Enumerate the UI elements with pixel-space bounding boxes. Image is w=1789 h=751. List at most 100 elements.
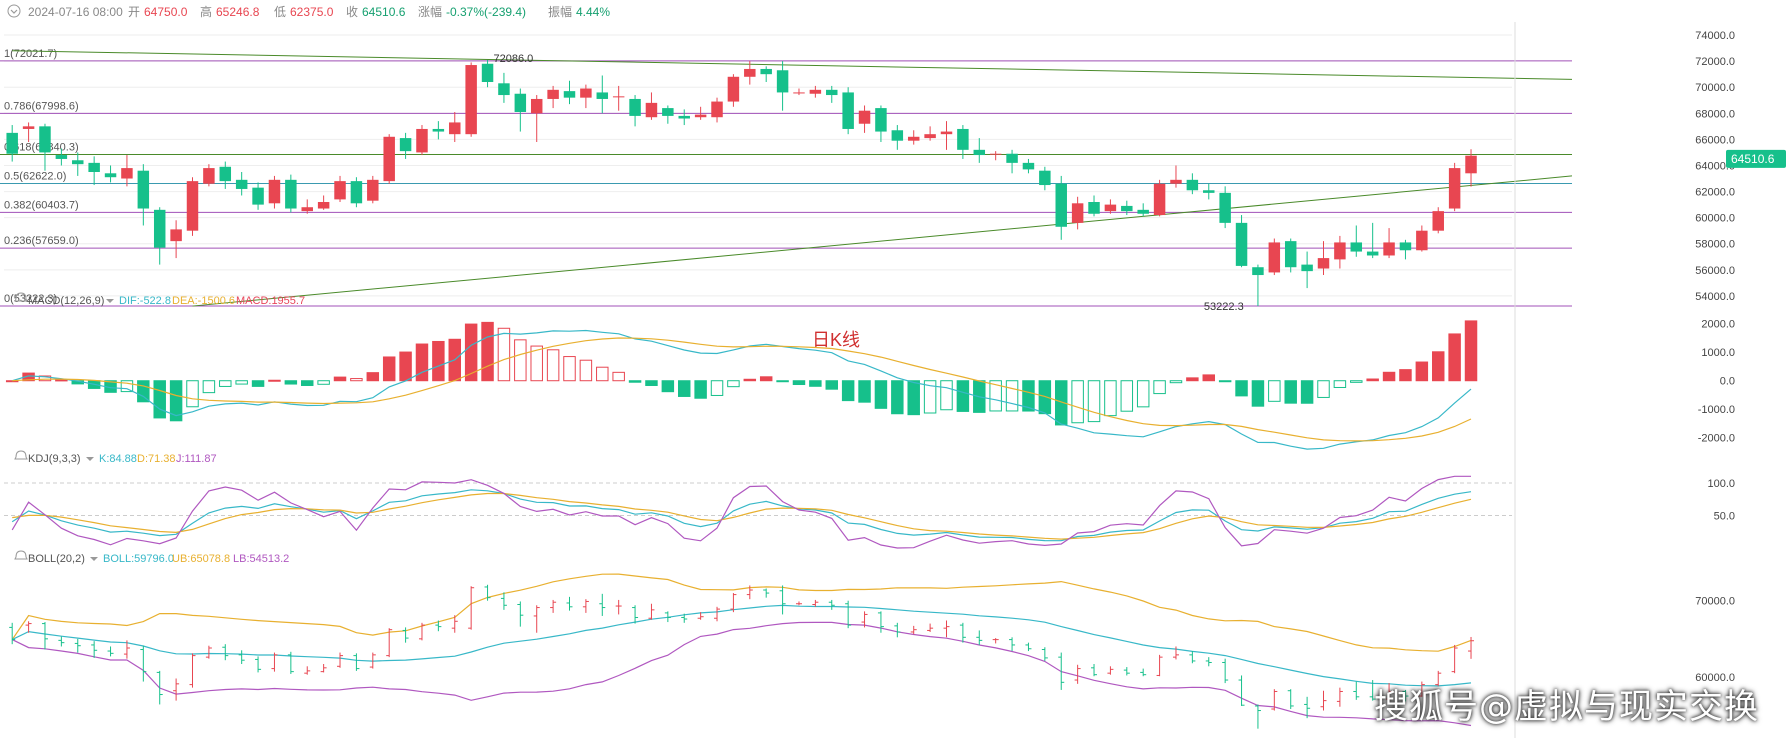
candle-body: [1301, 264, 1313, 272]
candle-body: [711, 101, 723, 118]
boll-title: BOLL(20,2): [28, 553, 85, 565]
macd-bar: [415, 343, 429, 382]
candle-body: [1317, 258, 1330, 269]
macd-bar: [1005, 380, 1019, 412]
d-line: [12, 492, 1472, 540]
candle-body: [645, 102, 658, 118]
macd-bar: [186, 380, 199, 408]
candle-body: [744, 68, 756, 77]
macd-bar: [579, 359, 593, 382]
chevron-down-icon: [10, 9, 18, 14]
macd-bar: [219, 380, 232, 387]
macd-bar: [825, 380, 838, 390]
change-value: -0.37%(-239.4): [446, 5, 526, 19]
candle-body: [449, 122, 461, 135]
ohlc-header: 2024-07-16 08:00 开 64750.0 高 65246.8 低 6…: [7, 4, 610, 19]
dropdown-icon[interactable]: [90, 557, 98, 561]
bell-icon[interactable]: [14, 292, 28, 302]
macd-bar: [1432, 351, 1445, 382]
macd-bar: [268, 379, 281, 382]
macd-bar: [1235, 380, 1248, 397]
candle-body: [1252, 267, 1264, 276]
macd-tick-label: -1000.0: [1698, 404, 1735, 416]
candle-body: [842, 92, 854, 129]
price-tick-label: 72000.0: [1695, 56, 1735, 68]
candle-body: [1153, 183, 1166, 216]
macd-bar: [1268, 380, 1281, 402]
macd-bar: [251, 380, 265, 387]
candles[interactable]: [6, 60, 1477, 307]
macd-bar: [55, 379, 68, 382]
macd-bar: [612, 371, 625, 382]
collapse-icon[interactable]: [7, 4, 21, 18]
bell-icon[interactable]: [14, 550, 28, 560]
macd-bar: [989, 380, 1002, 412]
candle-body: [629, 98, 641, 116]
trendlines: [12, 50, 1573, 307]
d-label: D:71.38: [137, 453, 176, 465]
candle-body: [1186, 179, 1199, 191]
candle-body: [1334, 242, 1346, 260]
macd-bar: [678, 380, 691, 397]
candle-body: [727, 76, 740, 102]
k-label: K:84.88: [99, 453, 137, 465]
macd-bar: [1218, 380, 1232, 383]
macd-bar: [727, 380, 740, 388]
kdj-legend: KDJ(9,3,3) K:84.88 D:71.38 J:111.87: [14, 450, 217, 465]
amp-label: 振幅: [548, 4, 572, 19]
boll-tick-label: 70000.0: [1695, 596, 1735, 608]
bell-icon[interactable]: [14, 450, 28, 460]
macd-bar: [1333, 380, 1347, 388]
macd-bar: [661, 380, 675, 393]
dif-line: [12, 329, 1472, 450]
candle-body: [612, 96, 625, 98]
macd-bar: [1022, 380, 1035, 412]
watermark: 搜狐号@虚拟与现实交换: [1374, 687, 1759, 727]
macd-bar: [497, 327, 511, 382]
candle-body: [153, 209, 166, 248]
candle-body: [432, 128, 445, 132]
candle-body: [940, 131, 953, 135]
candle-body: [39, 126, 51, 153]
macd-bar: [350, 378, 363, 382]
macd-bar: [563, 356, 576, 382]
candle-body: [1399, 242, 1412, 251]
macd-bar: [22, 372, 35, 382]
macd-bar: [1317, 380, 1330, 398]
candle-body: [1055, 183, 1067, 227]
header-date: 2024-07-16 08:00: [28, 5, 123, 19]
macd-bar: [5, 380, 19, 383]
candle-body: [1203, 190, 1215, 193]
candle-body: [694, 114, 707, 118]
macd-bar: [694, 380, 707, 399]
price-tick-label: 56000.0: [1695, 265, 1735, 277]
dropdown-icon[interactable]: [86, 457, 94, 461]
price-tick-label: 74000.0: [1695, 30, 1735, 42]
candle-body: [88, 162, 100, 172]
macd-value-label: MACD:1955.7: [236, 295, 305, 307]
candle-body: [678, 115, 690, 119]
candle-body: [1104, 204, 1117, 212]
macd-bar: [301, 380, 314, 386]
boll-mid-line: [11, 604, 1472, 687]
macd-bar: [1136, 380, 1150, 408]
last-price-label: 64510.6: [1731, 152, 1775, 166]
dea-line: [12, 337, 1472, 442]
macd-bar: [1448, 333, 1461, 382]
macd-bar: [956, 380, 970, 412]
macd-bar: [1300, 380, 1314, 404]
kdj-tick-label: 100.0: [1707, 478, 1735, 490]
candle-body: [924, 134, 936, 139]
high-marker: 72086.0: [494, 53, 534, 65]
j-label: J:111.87: [176, 453, 217, 465]
candle-body: [170, 229, 182, 242]
candle-body: [481, 63, 494, 82]
candle-body: [858, 110, 871, 124]
candle-body: [383, 136, 395, 182]
dropdown-icon[interactable]: [106, 299, 114, 303]
candle-body: [1366, 251, 1379, 256]
fib-label: 0.236(57659.0): [4, 235, 79, 247]
macd-bar: [464, 323, 478, 382]
